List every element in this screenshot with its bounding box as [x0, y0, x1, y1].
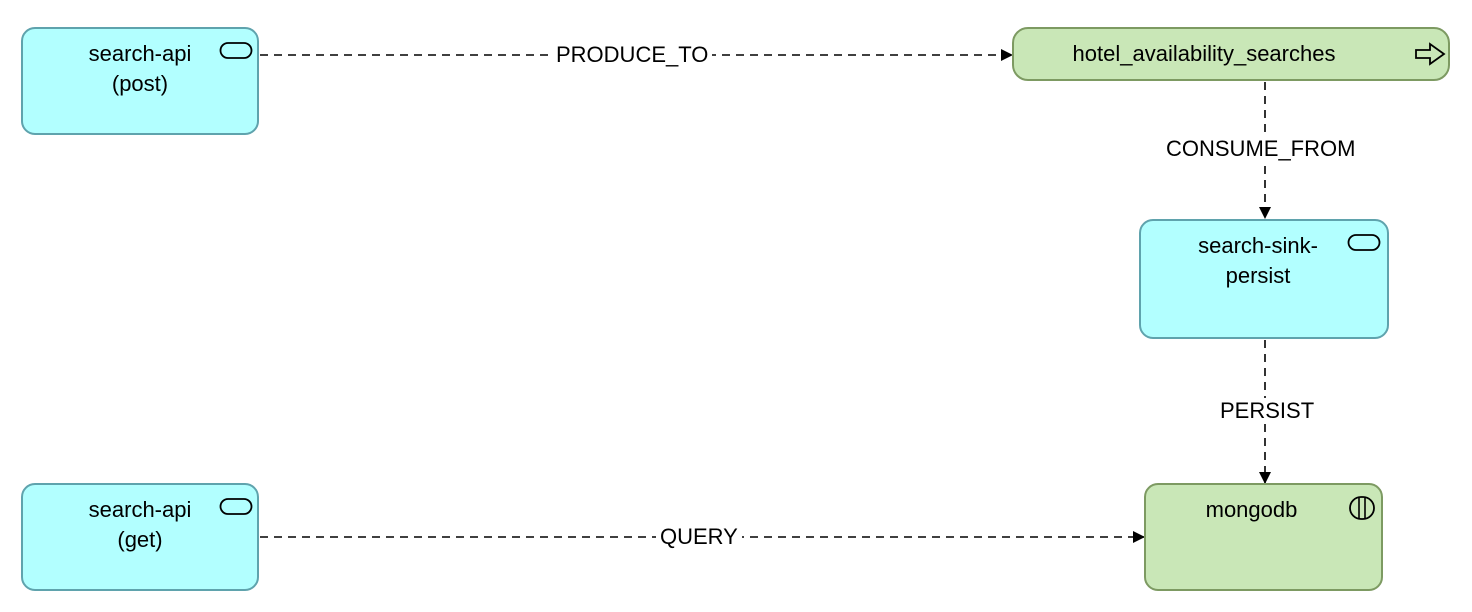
- node-label: hotel_availability_searches: [1072, 41, 1336, 66]
- service-icon: [219, 42, 253, 59]
- event-arrow-icon: [1415, 42, 1446, 66]
- node-label-line1: search-api: [88, 41, 192, 66]
- edge-label-persist: PERSIST: [1216, 398, 1319, 424]
- node-label-line2: persist: [1225, 263, 1291, 288]
- node-mongodb[interactable]: mongodb: [1144, 483, 1383, 591]
- edge-label-consume-from: CONSUME_FROM: [1162, 136, 1360, 162]
- data-store-icon: [1349, 496, 1375, 520]
- edge-label-query: QUERY: [656, 524, 742, 550]
- service-icon: [219, 498, 253, 515]
- node-label-line1: search-sink-: [1198, 233, 1318, 258]
- node-search-api-get[interactable]: search-api (get): [21, 483, 259, 591]
- node-search-sink-persist[interactable]: search-sink- persist: [1139, 219, 1389, 339]
- node-label: mongodb: [1205, 497, 1298, 522]
- service-icon: [1347, 234, 1381, 251]
- node-label-line2: (post): [111, 71, 169, 96]
- edge-label-produce-to: PRODUCE_TO: [552, 42, 713, 68]
- node-label-line1: search-api: [88, 497, 192, 522]
- node-hotel-availability-searches[interactable]: hotel_availability_searches: [1012, 27, 1450, 81]
- node-label-line2: (get): [117, 527, 163, 552]
- node-search-api-post[interactable]: search-api (post): [21, 27, 259, 135]
